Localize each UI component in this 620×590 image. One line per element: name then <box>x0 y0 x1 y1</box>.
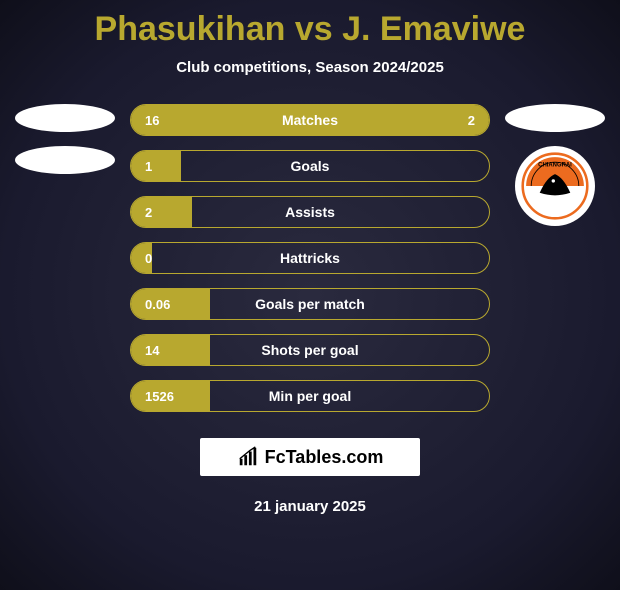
subtitle: Club competitions, Season 2024/2025 <box>0 59 620 76</box>
player1-column <box>10 104 120 174</box>
bar-matches: 16 Matches 2 <box>130 104 490 136</box>
player2-avatar <box>505 104 605 132</box>
club-name-text: CHIANGRAI <box>538 162 572 168</box>
chart-icon <box>237 446 259 468</box>
bar-label: Matches <box>131 112 489 128</box>
bar-goals: 1 Goals <box>130 150 490 182</box>
player1-club-logo <box>15 146 115 174</box>
bar-goals-per-match: 0.06 Goals per match <box>130 288 490 320</box>
stat-bars: 16 Matches 2 1 Goals 2 Assists 0 Hattric… <box>130 104 490 412</box>
stats-area: 16 Matches 2 1 Goals 2 Assists 0 Hattric… <box>0 104 620 412</box>
chiangrai-logo-icon: CHIANGRAI <box>521 152 589 220</box>
bar-label: Goals per match <box>131 296 489 312</box>
date-text: 21 january 2025 <box>0 498 620 515</box>
player2-club-logo: CHIANGRAI <box>515 146 595 226</box>
bar-label: Goals <box>131 158 489 174</box>
player1-avatar <box>15 104 115 132</box>
bar-label: Min per goal <box>131 388 489 404</box>
player2-column: CHIANGRAI <box>500 104 610 226</box>
bar-value-right: 2 <box>468 113 475 128</box>
bar-hattricks: 0 Hattricks <box>130 242 490 274</box>
bar-label: Shots per goal <box>131 342 489 358</box>
watermark: FcTables.com <box>200 438 420 476</box>
bar-min-per-goal: 1526 Min per goal <box>130 380 490 412</box>
bar-label: Assists <box>131 204 489 220</box>
bar-assists: 2 Assists <box>130 196 490 228</box>
page-title: Phasukihan vs J. Emaviwe <box>0 10 620 49</box>
watermark-text: FcTables.com <box>265 447 384 468</box>
bar-label: Hattricks <box>131 250 489 266</box>
bar-shots-per-goal: 14 Shots per goal <box>130 334 490 366</box>
